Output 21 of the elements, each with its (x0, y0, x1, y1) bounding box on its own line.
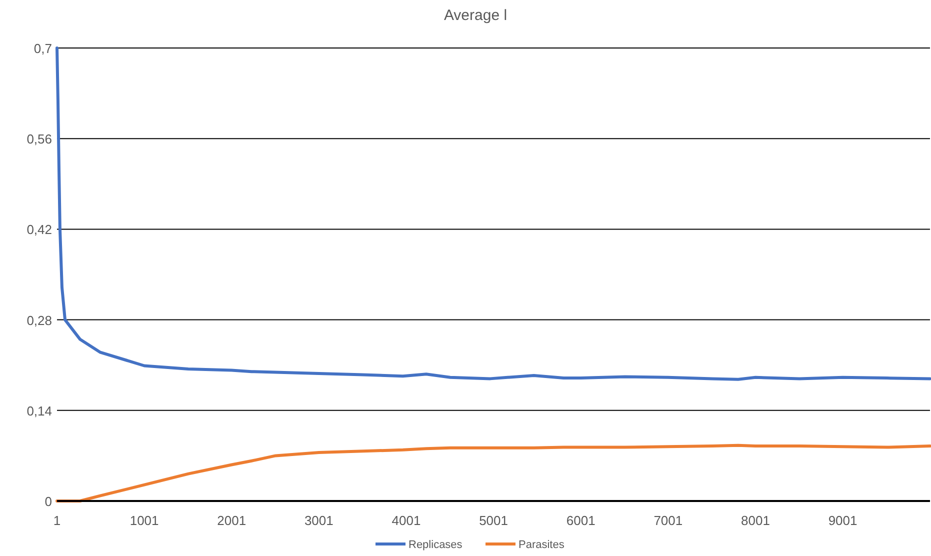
x-tick-label: 1 (53, 513, 61, 528)
chart-title: Average l (444, 7, 508, 24)
x-tick-label: 3001 (304, 513, 334, 528)
y-tick-label: 0,28 (26, 312, 52, 328)
y-tick-label: 0,56 (26, 132, 52, 147)
x-tick-label: 8001 (741, 513, 770, 528)
x-tick-label: 7001 (654, 513, 683, 528)
y-tick-label: 0,7 (34, 41, 52, 56)
x-tick-label: 1001 (130, 513, 159, 528)
y-tick-label: 0 (44, 494, 52, 509)
x-tick-label: 2001 (217, 513, 246, 528)
line-series (56, 444, 931, 502)
x-tick-label: 4001 (392, 513, 421, 528)
x-tick-label: 9001 (828, 513, 858, 528)
legend-label: Parasites (518, 539, 565, 551)
legend-label: Replicases (408, 539, 463, 551)
y-tick-label: 0,42 (26, 222, 52, 238)
x-tick-label: 6001 (566, 513, 596, 528)
y-tick-label: 0,14 (26, 403, 52, 418)
line-series (56, 46, 931, 381)
x-tick-label: 5001 (479, 513, 508, 528)
